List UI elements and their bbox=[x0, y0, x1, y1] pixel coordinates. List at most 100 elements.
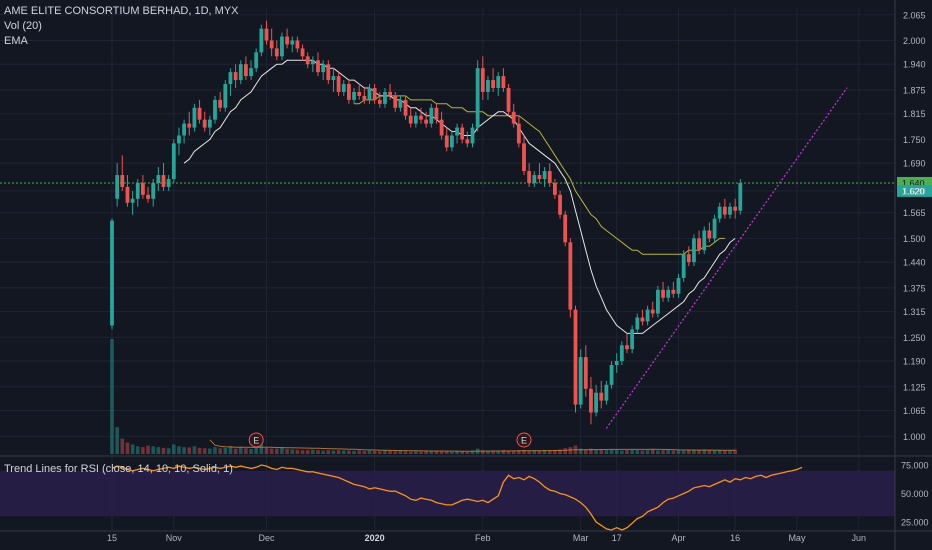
candle bbox=[738, 179, 743, 215]
volume-bar bbox=[146, 445, 150, 454]
candle bbox=[604, 380, 609, 405]
candle bbox=[377, 91, 382, 108]
volume-bar bbox=[275, 448, 279, 454]
candle-body bbox=[480, 68, 485, 92]
volume-bar bbox=[625, 450, 629, 454]
candle-body bbox=[475, 68, 480, 128]
candle-body bbox=[110, 220, 114, 326]
ema-indicator-label[interactable]: EMA bbox=[4, 35, 28, 47]
candle bbox=[233, 64, 238, 88]
volume-bar bbox=[728, 450, 732, 454]
candle bbox=[331, 68, 336, 92]
price-tick-label: 1.315 bbox=[903, 307, 926, 317]
candle-body bbox=[450, 135, 454, 148]
candle bbox=[589, 376, 593, 425]
candle bbox=[645, 305, 650, 326]
candle bbox=[290, 36, 295, 53]
volume-bar bbox=[326, 450, 331, 454]
price-tick-label: 1.500 bbox=[903, 234, 926, 244]
candle-body bbox=[347, 84, 351, 100]
date-tick-label: 17 bbox=[612, 533, 622, 543]
volume-bar bbox=[290, 449, 295, 454]
candle bbox=[661, 281, 665, 302]
candle bbox=[450, 131, 454, 152]
candle bbox=[357, 84, 362, 100]
candle-body bbox=[733, 206, 738, 211]
price-tick-label: 1.250 bbox=[903, 333, 926, 343]
candle bbox=[218, 91, 223, 112]
rsi-series-line bbox=[111, 464, 803, 531]
candle bbox=[599, 380, 604, 409]
rsi-indicator-label[interactable]: Trend Lines for RSI (close, 14, 10, 10, … bbox=[4, 463, 233, 475]
candle-body bbox=[310, 60, 315, 65]
volume-bar bbox=[635, 450, 640, 454]
price-tick-label: 1.940 bbox=[903, 60, 926, 70]
ema-long-line bbox=[354, 95, 725, 255]
volume-bar bbox=[254, 446, 258, 454]
volume-indicator-label[interactable]: Vol (20) bbox=[4, 20, 42, 32]
candle-body bbox=[609, 365, 614, 385]
candle-body bbox=[527, 171, 532, 183]
volume-bar bbox=[470, 450, 475, 454]
volume-bar bbox=[424, 450, 428, 454]
volume-bar bbox=[439, 451, 444, 454]
volume-bar bbox=[717, 450, 722, 454]
symbol-title[interactable]: AME ELITE CONSORTIUM BERHAD, 1D, MYX bbox=[4, 5, 239, 17]
volume-bar bbox=[517, 450, 521, 454]
candle bbox=[274, 40, 279, 61]
candle-body bbox=[177, 135, 181, 144]
volume-bar bbox=[135, 446, 140, 454]
volume-bar bbox=[166, 448, 171, 454]
volume-bar bbox=[249, 449, 253, 454]
candle-body bbox=[228, 72, 233, 85]
candle-body bbox=[218, 99, 223, 108]
candle bbox=[367, 84, 372, 104]
candle-body bbox=[681, 254, 686, 278]
volume-bar bbox=[486, 450, 490, 454]
candle bbox=[156, 167, 161, 191]
grid-lines bbox=[0, 8, 895, 530]
volume-bar bbox=[192, 446, 197, 454]
candle bbox=[506, 84, 511, 116]
candle bbox=[553, 179, 557, 199]
volume-bar bbox=[305, 450, 310, 454]
volume-bar bbox=[378, 451, 382, 454]
candle bbox=[202, 111, 207, 132]
candle bbox=[424, 111, 429, 128]
price-tick-label: 1.125 bbox=[903, 382, 926, 392]
price-tick-label: 2.065 bbox=[903, 10, 926, 20]
candle-body bbox=[455, 127, 459, 136]
candle-body bbox=[151, 182, 156, 199]
rsi-band bbox=[0, 470, 895, 517]
candle-body bbox=[692, 238, 696, 263]
candle-body bbox=[259, 28, 264, 53]
candle bbox=[110, 218, 114, 330]
volume-bar bbox=[372, 450, 377, 454]
volume-bar bbox=[491, 450, 495, 454]
candle-body bbox=[244, 64, 248, 77]
candle bbox=[310, 56, 315, 73]
volume-bar bbox=[640, 450, 645, 454]
volume-bar bbox=[110, 339, 114, 454]
volume-bar bbox=[547, 450, 552, 454]
date-tick-label: 16 bbox=[730, 533, 740, 543]
price-tick-label: 1.620 bbox=[903, 186, 926, 196]
candle bbox=[728, 202, 732, 219]
candle bbox=[439, 111, 444, 140]
price-tick-label: 1.190 bbox=[903, 357, 926, 367]
volume-bar bbox=[182, 447, 186, 454]
candle bbox=[295, 36, 300, 53]
candle-body bbox=[280, 36, 284, 57]
candles bbox=[110, 20, 743, 425]
volume-bar bbox=[331, 450, 336, 454]
candle-body bbox=[717, 206, 722, 219]
date-tick-label: 2020 bbox=[365, 533, 385, 543]
candle-body bbox=[290, 40, 295, 45]
candle bbox=[486, 76, 490, 100]
volume-bar bbox=[362, 450, 367, 454]
price-label-box bbox=[897, 184, 932, 197]
candle-body bbox=[728, 206, 732, 215]
